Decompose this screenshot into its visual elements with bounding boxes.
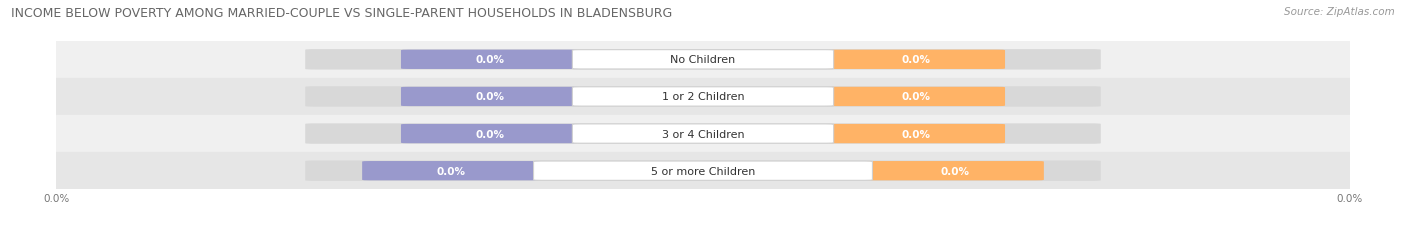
FancyBboxPatch shape [866, 161, 1043, 181]
FancyBboxPatch shape [305, 161, 1101, 181]
FancyBboxPatch shape [363, 161, 540, 181]
Text: 1 or 2 Children: 1 or 2 Children [662, 92, 744, 102]
FancyBboxPatch shape [401, 124, 578, 144]
FancyBboxPatch shape [533, 161, 873, 181]
Text: 0.0%: 0.0% [436, 166, 465, 176]
FancyBboxPatch shape [828, 50, 1005, 70]
Text: 0.0%: 0.0% [901, 55, 931, 65]
FancyBboxPatch shape [572, 87, 834, 107]
Text: 0.0%: 0.0% [475, 129, 505, 139]
Text: 0.0%: 0.0% [901, 92, 931, 102]
FancyBboxPatch shape [572, 50, 834, 70]
FancyBboxPatch shape [305, 124, 1101, 144]
Bar [56, 79, 1350, 116]
Bar [56, 42, 1350, 79]
FancyBboxPatch shape [828, 87, 1005, 107]
Text: No Children: No Children [671, 55, 735, 65]
Text: 0.0%: 0.0% [901, 129, 931, 139]
Text: 0.0%: 0.0% [941, 166, 970, 176]
Text: 0.0%: 0.0% [475, 55, 505, 65]
Text: 0.0%: 0.0% [475, 92, 505, 102]
FancyBboxPatch shape [401, 87, 578, 107]
Bar [56, 152, 1350, 189]
Text: Source: ZipAtlas.com: Source: ZipAtlas.com [1284, 7, 1395, 17]
FancyBboxPatch shape [572, 124, 834, 144]
Text: 3 or 4 Children: 3 or 4 Children [662, 129, 744, 139]
Bar [56, 116, 1350, 152]
FancyBboxPatch shape [401, 50, 578, 70]
Text: INCOME BELOW POVERTY AMONG MARRIED-COUPLE VS SINGLE-PARENT HOUSEHOLDS IN BLADENS: INCOME BELOW POVERTY AMONG MARRIED-COUPL… [11, 7, 672, 20]
FancyBboxPatch shape [305, 87, 1101, 107]
Text: 5 or more Children: 5 or more Children [651, 166, 755, 176]
FancyBboxPatch shape [828, 124, 1005, 144]
FancyBboxPatch shape [305, 50, 1101, 70]
